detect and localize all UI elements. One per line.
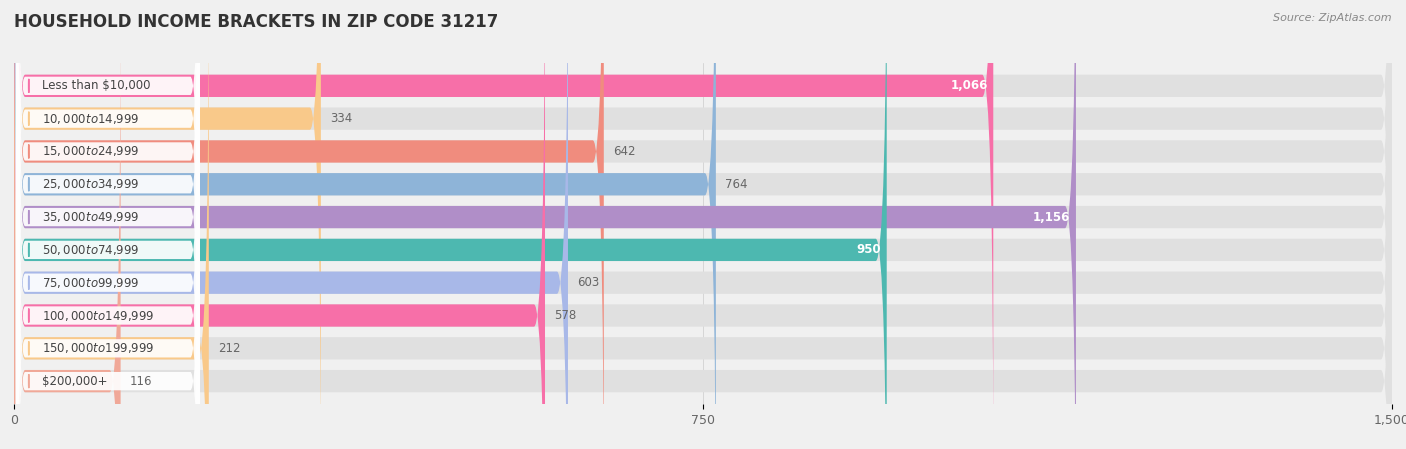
FancyBboxPatch shape bbox=[14, 0, 546, 449]
Text: 1,156: 1,156 bbox=[1033, 211, 1070, 224]
Text: 212: 212 bbox=[218, 342, 240, 355]
Text: 1,066: 1,066 bbox=[950, 79, 988, 92]
Text: 603: 603 bbox=[576, 276, 599, 289]
Text: $150,000 to $199,999: $150,000 to $199,999 bbox=[42, 341, 155, 355]
FancyBboxPatch shape bbox=[15, 0, 200, 449]
Text: Source: ZipAtlas.com: Source: ZipAtlas.com bbox=[1274, 13, 1392, 23]
Text: $25,000 to $34,999: $25,000 to $34,999 bbox=[42, 177, 139, 191]
FancyBboxPatch shape bbox=[14, 0, 603, 449]
FancyBboxPatch shape bbox=[14, 0, 209, 449]
FancyBboxPatch shape bbox=[15, 0, 200, 449]
FancyBboxPatch shape bbox=[14, 0, 121, 449]
FancyBboxPatch shape bbox=[15, 0, 200, 449]
FancyBboxPatch shape bbox=[15, 0, 200, 449]
FancyBboxPatch shape bbox=[14, 0, 1076, 449]
FancyBboxPatch shape bbox=[14, 0, 1392, 449]
Text: 116: 116 bbox=[129, 374, 152, 387]
FancyBboxPatch shape bbox=[14, 0, 1392, 449]
FancyBboxPatch shape bbox=[14, 0, 716, 449]
Text: $15,000 to $24,999: $15,000 to $24,999 bbox=[42, 145, 139, 158]
FancyBboxPatch shape bbox=[14, 0, 321, 449]
Text: 642: 642 bbox=[613, 145, 636, 158]
FancyBboxPatch shape bbox=[14, 0, 993, 449]
Text: $50,000 to $74,999: $50,000 to $74,999 bbox=[42, 243, 139, 257]
FancyBboxPatch shape bbox=[15, 62, 200, 449]
FancyBboxPatch shape bbox=[15, 29, 200, 449]
FancyBboxPatch shape bbox=[14, 0, 1392, 449]
FancyBboxPatch shape bbox=[15, 0, 200, 449]
FancyBboxPatch shape bbox=[15, 0, 200, 405]
FancyBboxPatch shape bbox=[14, 0, 1392, 449]
Text: Less than $10,000: Less than $10,000 bbox=[42, 79, 150, 92]
FancyBboxPatch shape bbox=[14, 0, 887, 449]
FancyBboxPatch shape bbox=[15, 0, 200, 449]
FancyBboxPatch shape bbox=[14, 0, 1392, 449]
Text: $35,000 to $49,999: $35,000 to $49,999 bbox=[42, 210, 139, 224]
FancyBboxPatch shape bbox=[14, 0, 1392, 449]
Text: $10,000 to $14,999: $10,000 to $14,999 bbox=[42, 112, 139, 126]
FancyBboxPatch shape bbox=[14, 0, 1392, 449]
Text: 764: 764 bbox=[725, 178, 748, 191]
FancyBboxPatch shape bbox=[14, 0, 1392, 449]
Text: $100,000 to $149,999: $100,000 to $149,999 bbox=[42, 308, 155, 322]
Text: 950: 950 bbox=[856, 243, 882, 256]
Text: 578: 578 bbox=[554, 309, 576, 322]
Text: $200,000+: $200,000+ bbox=[42, 374, 107, 387]
FancyBboxPatch shape bbox=[15, 0, 200, 438]
Text: 334: 334 bbox=[330, 112, 353, 125]
Text: $75,000 to $99,999: $75,000 to $99,999 bbox=[42, 276, 139, 290]
Text: HOUSEHOLD INCOME BRACKETS IN ZIP CODE 31217: HOUSEHOLD INCOME BRACKETS IN ZIP CODE 31… bbox=[14, 13, 499, 31]
FancyBboxPatch shape bbox=[14, 0, 1392, 449]
FancyBboxPatch shape bbox=[14, 0, 568, 449]
FancyBboxPatch shape bbox=[14, 0, 1392, 449]
